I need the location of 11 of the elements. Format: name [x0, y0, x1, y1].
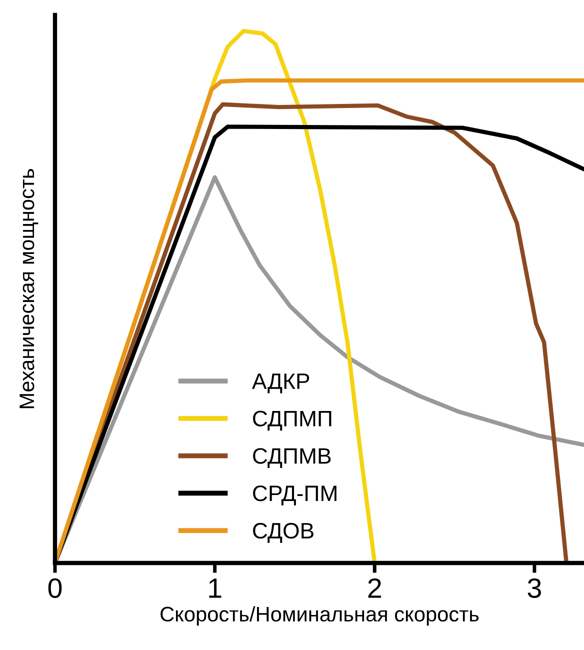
legend-label: АДКР [252, 374, 310, 394]
x-tick-label: 0 [48, 578, 62, 598]
legend-label: СРД-ПМ [253, 485, 336, 506]
x-tick-label: 1 [209, 578, 222, 598]
x-axis-title: Скорость/Номинальная скорость [160, 606, 479, 626]
legend-label: СДПМП [253, 410, 332, 431]
x-tick-label: 3 [528, 578, 541, 598]
x-tick-label: 2 [368, 578, 381, 598]
y-axis-title: Механическая мощность [20, 169, 38, 408]
legend-label: СДОВ [253, 522, 314, 543]
legend-label: СДПМВ [253, 448, 331, 468]
